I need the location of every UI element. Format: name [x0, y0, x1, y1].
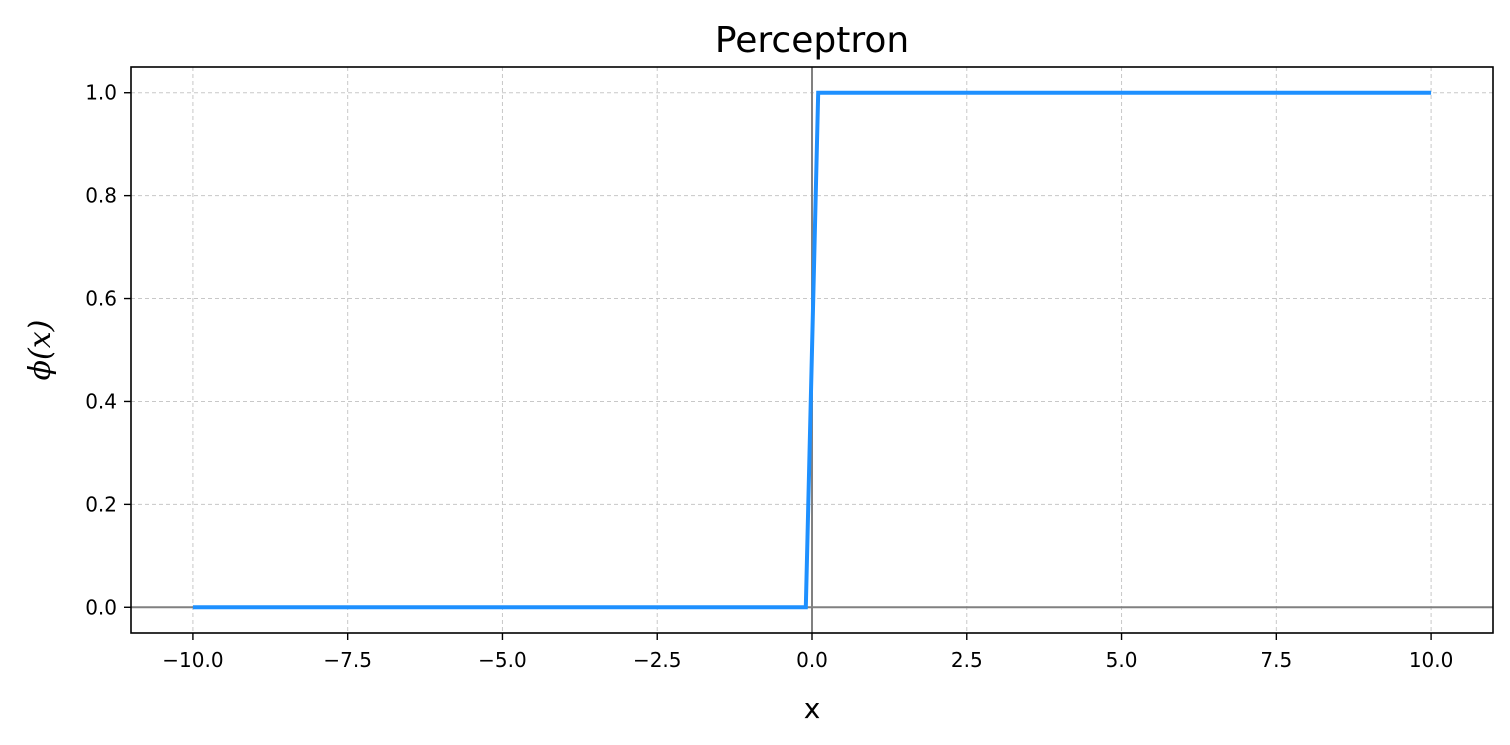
y-tick-label: 0.0: [85, 595, 117, 619]
y-tick-label: 0.4: [85, 389, 117, 413]
series-layer: [192, 90, 1432, 610]
y-axis-title: ϕ(x): [23, 320, 58, 381]
x-tick-label: −2.5: [633, 648, 682, 672]
x-axis-ticks: −10.0 −7.5 −5.0 −2.5 0.0 2.5 5.0 7.5 10.0: [162, 633, 1453, 672]
x-axis-title: x: [804, 692, 821, 725]
x-tick-label: 0.0: [796, 648, 828, 672]
y-tick-label: 0.6: [85, 287, 117, 311]
y-tick-label: 1.0: [85, 81, 117, 105]
x-tick-label: 5.0: [1106, 648, 1138, 672]
x-tick-label: 7.5: [1260, 648, 1292, 672]
x-tick-label: −10.0: [162, 648, 223, 672]
x-tick-label: −7.5: [323, 648, 372, 672]
series-line: [192, 90, 1432, 610]
chart-title: Perceptron: [715, 20, 909, 61]
x-tick-label: −5.0: [478, 648, 527, 672]
y-axis-ticks: 0.0 0.2 0.4 0.6 0.8 1.0: [85, 81, 131, 619]
y-tick-label: 0.8: [85, 184, 117, 208]
y-tick-label: 0.2: [85, 492, 117, 516]
x-tick-label: 10.0: [1409, 648, 1454, 672]
x-tick-label: 2.5: [951, 648, 983, 672]
